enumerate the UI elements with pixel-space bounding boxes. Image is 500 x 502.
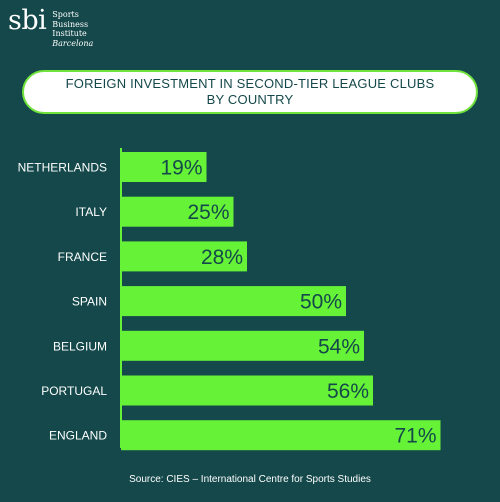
logo-mark: sbi: [8, 5, 47, 36]
logo-line-barcelona: Barcelona: [52, 38, 94, 48]
category-label-belgium: BELGIUM: [53, 339, 107, 353]
category-label-netherlands: NETHERLANDS: [18, 161, 107, 175]
logo-line-sports: Sports: [52, 10, 79, 19]
bar-england: [121, 420, 441, 451]
value-label-netherlands: 19%: [160, 157, 202, 180]
category-label-england: ENGLAND: [49, 429, 107, 443]
value-label-portugal: 56%: [327, 380, 369, 403]
value-label-england: 71%: [394, 425, 436, 448]
category-label-spain: SPAIN: [72, 295, 107, 309]
sbi-logo: sbi Sports Business Institute Barcelona: [8, 4, 93, 48]
logo-line-business: Business: [52, 19, 89, 29]
chart-title-box: FOREIGN INVESTMENT IN SECOND-TIER LEAGUE…: [22, 70, 478, 114]
bar-portugal: [121, 375, 373, 406]
bar-netherlands: [121, 152, 207, 182]
logo-line-institute: Institute: [52, 29, 87, 38]
category-label-france: FRANCE: [58, 250, 107, 264]
bar-chart: NETHERLANDS 19% ITALY 25% FRANCE 28% SPAIN 50% B…: [18, 148, 441, 451]
category-label-portugal: PORTUGAL: [41, 384, 107, 398]
value-label-spain: 50%: [300, 291, 342, 314]
bar-italy: [121, 196, 234, 227]
bar-belgium: [121, 330, 364, 361]
bar-france: [121, 241, 247, 272]
value-label-belgium: 54%: [318, 335, 360, 358]
value-label-france: 28%: [201, 246, 243, 269]
value-label-italy: 25%: [187, 201, 229, 224]
chart-title-line-1: FOREIGN INVESTMENT IN SECOND-TIER LEAGUE…: [65, 76, 435, 91]
bar-spain: [121, 286, 346, 317]
source-note: Source: CIES – International Centre for …: [129, 474, 371, 485]
logo-text: Sports Business Institute Barcelona: [52, 10, 93, 48]
chart-title-line-2: BY COUNTRY: [206, 92, 294, 107]
category-label-italy: ITALY: [75, 205, 107, 219]
